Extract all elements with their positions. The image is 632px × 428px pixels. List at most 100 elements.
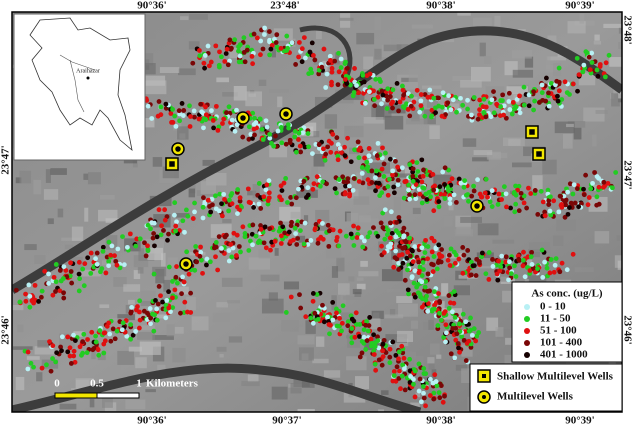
sample-dot [375,233,381,239]
texture-patch [33,179,42,195]
texture-patch [363,116,384,124]
sample-dot [27,304,33,310]
sample-dot [113,258,119,264]
sample-dot [351,223,356,229]
sample-dot [407,162,413,167]
sample-dot [228,46,234,52]
sample-dot [382,236,388,242]
sample-dot [316,145,322,151]
sample-dot [366,146,372,151]
sample-dot [180,274,185,280]
texture-patch [452,76,473,82]
sample-dot [400,87,406,93]
sample-dot [509,111,515,117]
sample-dot [564,90,570,96]
sample-dot [341,179,347,185]
sample-dot [410,248,415,254]
texture-patch [150,33,156,39]
sample-dot [187,103,192,109]
coord-label: 23°47' [0,145,12,174]
sample-dot [378,220,384,226]
sample-dot [470,263,476,269]
sample-dot [574,55,580,61]
sample-dot [148,321,153,327]
sample-dot [274,32,280,38]
sample-dot [186,271,192,277]
sample-dot [218,54,224,60]
sample-dot [309,40,315,46]
sample-dot [594,194,600,200]
sample-dot [433,246,439,252]
sample-dot [366,89,372,95]
texture-patch [258,79,267,86]
sample-dot [359,350,365,356]
texture-patch [511,50,532,59]
texture-patch [331,266,339,278]
texture-patch [140,300,151,307]
sample-dot [192,200,197,206]
sample-dot [456,345,461,351]
sample-dot [559,97,565,102]
sample-dot [393,248,399,254]
texture-patch [219,354,224,358]
sample-dot [361,327,367,333]
sample-dot [500,92,506,98]
sample-dot [531,107,536,113]
sample-dot [437,184,443,190]
sample-dot [288,195,294,200]
sample-dot [398,386,403,392]
sample-dot [152,243,157,249]
sample-dot [267,131,273,137]
sample-dot [191,108,197,114]
texture-patch [411,109,420,122]
sample-dot [137,298,143,304]
sample-dot [532,98,538,104]
sample-dot [405,267,410,273]
texture-patch [545,55,551,69]
sample-dot [199,109,204,115]
sample-dot [315,316,321,322]
sample-dot [200,270,205,276]
sample-dot [252,115,257,121]
sample-dot [250,222,256,228]
sample-dot [100,248,106,254]
sample-dot [170,295,175,301]
sample-dot [310,291,316,296]
wells [165,107,546,271]
sample-dot [548,257,554,262]
sample-dot [359,165,365,170]
sample-dot [506,90,512,96]
texture-patch [233,85,247,101]
sample-dot [279,140,285,146]
scale-segment [54,392,98,399]
sample-dot [391,190,397,196]
sample-dot [471,188,477,194]
sample-dot [213,43,219,49]
texture-patch [87,172,101,185]
sample-dot [251,205,257,210]
texture-patch [404,167,416,176]
sample-dot [163,101,169,107]
sample-dot [337,315,342,321]
sample-dot [406,182,411,188]
texture-patch [177,126,189,140]
sample-dot [342,77,348,82]
sample-dot [430,380,436,386]
sample-dot [301,241,307,247]
sample-dot [257,116,263,122]
texture-patch [477,223,499,236]
texture-patch [123,158,137,164]
sample-dot [149,116,155,121]
sample-dot [399,165,405,171]
sample-dot [249,231,255,237]
sample-dot [421,167,426,173]
sample-dot [439,247,445,252]
texture-patch [460,80,482,88]
sample-dot [148,315,154,321]
sample-dot [364,338,370,343]
sample-dot [213,240,219,245]
sample-dot [587,67,593,73]
sample-dot [134,236,140,242]
sample-dot [545,187,551,193]
sample-dot [352,147,357,153]
